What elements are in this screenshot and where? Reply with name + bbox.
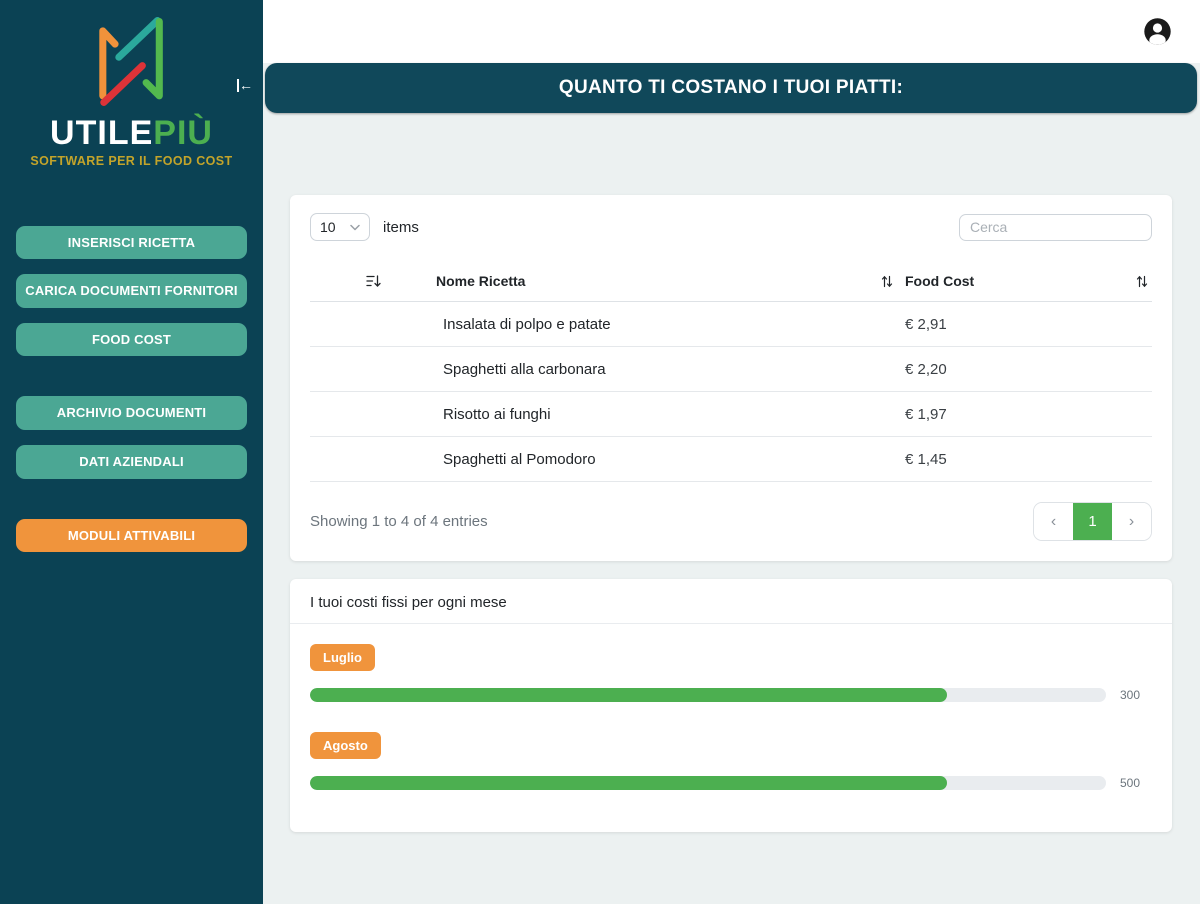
sort-updown-icon[interactable] (1136, 275, 1148, 288)
prev-page-button[interactable]: ‹ (1034, 503, 1073, 540)
recipe-name-cell: Risotto ai funghi (436, 391, 905, 437)
recipes-table: Nome Ricetta (310, 267, 1152, 482)
fixed-costs-title: I tuoi costi fissi per ogni mese (290, 579, 1172, 624)
sidebar-item-archivio-documenti[interactable]: ARCHIVIO DOCUMENTI (16, 396, 247, 431)
table-row[interactable]: Spaghetti al Pomodoro € 1,45 (310, 436, 1152, 482)
progress-value-luglio: 300 (1120, 688, 1141, 702)
table-footer: Showing 1 to 4 of 4 entries ‹ 1 › (310, 502, 1152, 541)
table-toolbar: 10 items (310, 213, 1152, 241)
user-avatar-icon[interactable] (1143, 17, 1172, 46)
table-row[interactable]: Spaghetti alla carbonara € 2,20 (310, 346, 1152, 392)
column-header-nome-ricetta[interactable]: Nome Ricetta (436, 273, 526, 289)
table-row[interactable]: Insalata di polpo e patate € 2,91 (310, 301, 1152, 347)
topbar (263, 0, 1200, 63)
recipe-name-cell: Spaghetti al Pomodoro (436, 436, 905, 482)
sidebar-item-inserisci-ricetta[interactable]: INSERISCI RICETTA (16, 225, 247, 260)
progress-fill-agosto (310, 776, 947, 790)
sidebar-item-dati-aziendali[interactable]: DATI AZIENDALI (16, 445, 247, 479)
sidebar-item-moduli-attivabili[interactable]: MODULI ATTIVABILI (16, 518, 247, 553)
month-block-luglio: Luglio 300 (310, 644, 1152, 702)
page-size-select[interactable]: 10 (310, 213, 370, 241)
logo-wordmark-accent: PIÙ (153, 114, 213, 152)
food-cost-cell: € 1,45 (905, 436, 1152, 482)
food-cost-cell: € 2,20 (905, 346, 1152, 392)
month-block-agosto: Agosto 500 (310, 732, 1152, 790)
page-title: QUANTO TI COSTANO I TUOI PIATTI: (558, 77, 904, 98)
next-page-button[interactable]: › (1112, 503, 1151, 540)
current-page-button[interactable]: 1 (1073, 503, 1112, 540)
progress-value-agosto: 500 (1120, 776, 1141, 790)
food-cost-cell: € 2,91 (905, 301, 1152, 347)
items-label: items (383, 218, 419, 236)
recipes-card: 10 items (290, 195, 1172, 561)
table-row[interactable]: Risotto ai funghi € 1,97 (310, 391, 1152, 437)
fixed-costs-card: I tuoi costi fissi per ogni mese Luglio … (290, 579, 1172, 832)
left-arrow-icon: ← (239, 77, 253, 93)
showing-entries-text: Showing 1 to 4 of 4 entries (310, 513, 488, 530)
search-input[interactable] (959, 213, 1152, 241)
month-button-luglio[interactable]: Luglio (310, 644, 375, 671)
content: 10 items (263, 113, 1200, 832)
progress-track-agosto (310, 776, 1106, 790)
sidebar-nav: INSERISCI RICETTA CARICA DOCUMENTI FORNI… (0, 225, 263, 553)
progress-track-luglio (310, 688, 1106, 702)
collapse-bar-icon (237, 79, 239, 92)
progress-fill-luglio (310, 688, 947, 702)
table-header-row: Nome Ricetta (310, 267, 1152, 302)
logo-wordmark: UTILEPIÙ (50, 114, 213, 152)
main-area: QUANTO TI COSTANO I TUOI PIATTI: 10 item… (263, 0, 1200, 904)
month-button-agosto[interactable]: Agosto (310, 732, 381, 759)
utilepiu-logo: UTILEPIÙ SOFTWARE PER IL FOOD COST (0, 0, 263, 168)
sidebar: UTILEPIÙ SOFTWARE PER IL FOOD COST ← INS… (0, 0, 263, 904)
column-header-food-cost[interactable]: Food Cost (905, 273, 975, 289)
pagination: ‹ 1 › (1033, 502, 1152, 541)
utilepiu-logo-icon (98, 17, 163, 106)
food-cost-cell: € 1,97 (905, 391, 1152, 437)
sidebar-item-food-cost[interactable]: FOOD COST (16, 322, 247, 357)
page-title-banner: QUANTO TI COSTANO I TUOI PIATTI: (265, 63, 1197, 113)
collapse-sidebar-button[interactable]: ← (237, 77, 253, 93)
logo-tagline: SOFTWARE PER IL FOOD COST (30, 153, 233, 168)
sidebar-item-carica-documenti-fornitori[interactable]: CARICA DOCUMENTI FORNITORI (16, 274, 247, 308)
sort-updown-icon[interactable] (881, 275, 893, 288)
recipe-name-cell: Spaghetti alla carbonara (436, 346, 905, 392)
page-size-value: 10 (320, 219, 336, 235)
recipe-name-cell: Insalata di polpo e patate (436, 301, 905, 347)
sort-menu-icon[interactable] (365, 274, 381, 288)
chevron-down-icon (350, 224, 360, 230)
